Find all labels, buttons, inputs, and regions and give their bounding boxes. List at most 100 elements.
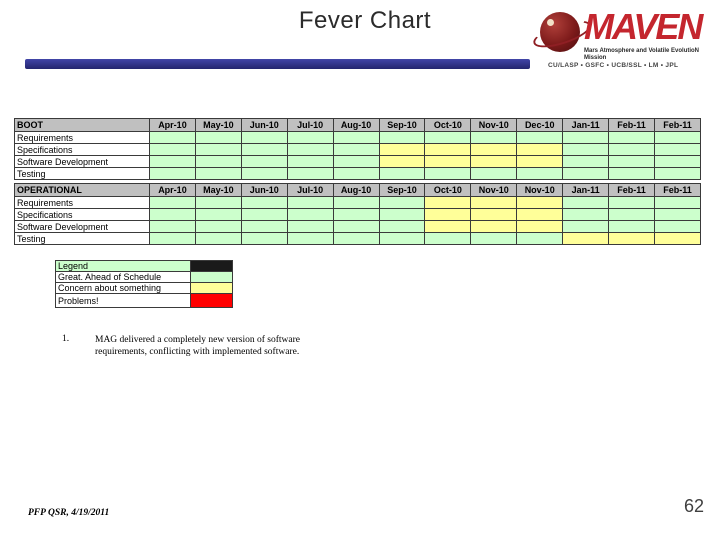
maven-logo: MAVEN Mars Atmosphere and Volatile Evolu… <box>530 4 718 82</box>
status-cell <box>240 167 288 180</box>
status-cell <box>378 167 426 180</box>
month-header: Jul-10 <box>286 183 334 197</box>
table-title: BOOT <box>14 118 150 132</box>
status-cell <box>470 167 518 180</box>
status-cell <box>516 196 564 209</box>
status-cell <box>240 232 288 245</box>
month-header: Sep-10 <box>378 118 426 132</box>
month-header: Jan-11 <box>562 118 610 132</box>
status-cell <box>608 208 655 221</box>
table-title: OPERATIONAL <box>14 183 150 197</box>
status-cell <box>608 232 655 245</box>
status-cell <box>424 196 472 209</box>
legend-title: Legend <box>55 260 191 272</box>
status-cell <box>424 143 472 156</box>
status-cell <box>653 196 702 209</box>
month-header: Feb-11 <box>608 118 655 132</box>
month-header: Oct-10 <box>424 183 472 197</box>
legend-color-swatch <box>190 271 233 283</box>
status-cell <box>149 131 196 144</box>
legend-table: Legend Great. Ahead of Schedule Concern ab… <box>55 260 233 308</box>
month-header: Nov-10 <box>470 183 518 197</box>
status-cell <box>424 220 472 233</box>
status-cell <box>286 131 334 144</box>
status-cell <box>149 167 196 180</box>
status-cell <box>149 196 196 209</box>
title-underline-bar <box>25 59 530 69</box>
month-header: Oct-10 <box>424 118 472 132</box>
status-cell <box>194 232 242 245</box>
status-cell <box>240 143 288 156</box>
status-cell <box>240 155 288 168</box>
status-cell <box>562 208 610 221</box>
status-cell <box>608 196 655 209</box>
status-cell <box>149 143 196 156</box>
month-header: Jul-10 <box>286 118 334 132</box>
table-row: Software Development <box>14 155 702 168</box>
status-cell <box>149 220 196 233</box>
status-cell <box>240 220 288 233</box>
status-cell <box>240 196 288 209</box>
status-cell <box>608 167 655 180</box>
status-cell <box>332 208 380 221</box>
table-row: Testing <box>14 167 702 180</box>
status-cell <box>516 167 564 180</box>
status-cell <box>378 155 426 168</box>
status-cell <box>378 208 426 221</box>
legend-color-swatch <box>190 282 233 294</box>
legend-row: Problems! <box>55 293 233 308</box>
status-cell <box>516 131 564 144</box>
status-cell <box>470 232 518 245</box>
legend-color-swatch <box>190 293 233 308</box>
status-cell <box>470 220 518 233</box>
legend-label: Great. Ahead of Schedule <box>55 271 191 283</box>
status-cell <box>332 143 380 156</box>
boot-fever-table: BOOT Apr-10 May-10 Jun-10 Jul-10 Aug-10 Sep-10… <box>14 118 702 180</box>
status-cell <box>653 155 702 168</box>
status-cell <box>470 155 518 168</box>
status-cell <box>332 155 380 168</box>
page-title: Fever Chart <box>298 7 432 34</box>
month-header: Feb-11 <box>653 118 702 132</box>
footnote-number: 1. <box>62 334 70 344</box>
status-cell <box>424 131 472 144</box>
legend-label: Concern about something <box>55 282 191 294</box>
table-row: Testing <box>14 232 702 245</box>
legend-header-row: Legend <box>55 260 233 272</box>
status-cell <box>424 167 472 180</box>
status-cell <box>378 131 426 144</box>
status-cell <box>562 167 610 180</box>
status-cell <box>516 208 564 221</box>
status-cell <box>378 232 426 245</box>
status-cell <box>332 131 380 144</box>
status-cell <box>608 131 655 144</box>
month-header: Feb-11 <box>608 183 655 197</box>
status-cell <box>378 220 426 233</box>
logo-organizations: CU/LASP • GSFC • UCB/SSL • LM • JPL <box>548 62 679 69</box>
month-header: Jun-10 <box>240 118 288 132</box>
status-cell <box>562 131 610 144</box>
status-cell <box>240 131 288 144</box>
month-header: Jan-11 <box>562 183 610 197</box>
status-cell <box>332 220 380 233</box>
status-cell <box>424 208 472 221</box>
status-cell <box>286 196 334 209</box>
status-cell <box>470 131 518 144</box>
row-label: Requirements <box>14 196 150 209</box>
status-cell <box>608 143 655 156</box>
legend-row: Concern about something <box>55 282 233 294</box>
row-label: Requirements <box>14 131 150 144</box>
status-cell <box>562 220 610 233</box>
table-row: Requirements <box>14 196 702 209</box>
status-cell <box>653 220 702 233</box>
status-cell <box>424 232 472 245</box>
table-row: Specifications <box>14 208 702 221</box>
month-header: May-10 <box>194 118 242 132</box>
legend-label: Problems! <box>55 293 191 308</box>
status-cell <box>378 143 426 156</box>
status-cell <box>286 232 334 245</box>
status-cell <box>286 167 334 180</box>
row-label: Specifications <box>14 208 150 221</box>
status-cell <box>194 131 242 144</box>
